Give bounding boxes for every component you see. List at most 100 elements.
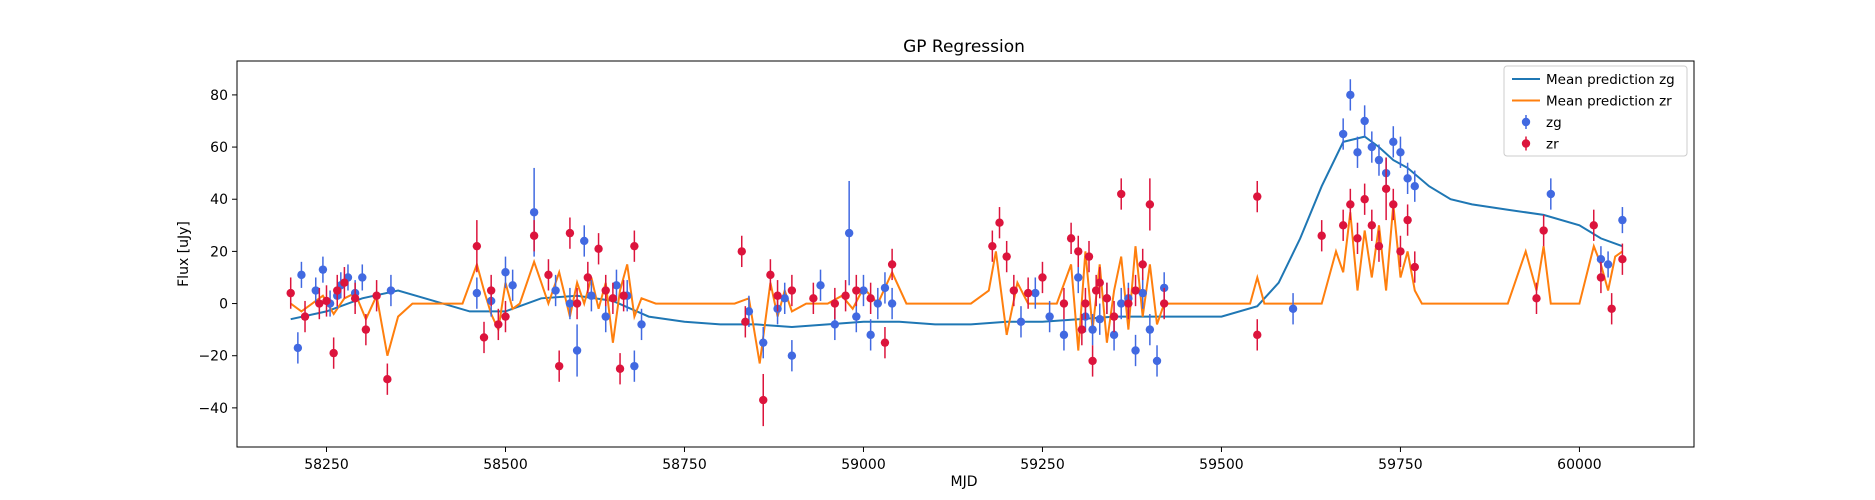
data-point: [1381, 184, 1391, 193]
data-point: [615, 364, 625, 373]
data-point: [1084, 252, 1094, 261]
data-point: [1131, 286, 1140, 295]
data-point: [340, 278, 349, 287]
data-point: [1546, 189, 1556, 199]
data-point: [300, 312, 310, 321]
data-point: [583, 273, 593, 282]
data-point: [1059, 299, 1069, 308]
data-point: [1360, 116, 1369, 126]
data-point: [1596, 255, 1606, 264]
data-point: [350, 294, 360, 303]
data-point: [1117, 299, 1126, 308]
legend-swatch-point: [1521, 139, 1531, 148]
series-layer: [286, 79, 1627, 427]
data-point: [866, 294, 875, 303]
data-point: [1009, 286, 1019, 295]
data-point: [1374, 155, 1384, 165]
data-point: [486, 286, 496, 295]
data-point: [1346, 200, 1355, 209]
legend-label: zr: [1546, 137, 1559, 153]
data-point: [844, 228, 854, 238]
y-tick-label: 20: [210, 244, 228, 260]
x-tick-label: 59500: [1199, 457, 1244, 473]
x-tick-label: 59750: [1378, 457, 1423, 473]
legend-label: Mean prediction zg: [1546, 72, 1675, 88]
data-point: [1031, 288, 1040, 298]
data-point: [1338, 129, 1348, 139]
data-point: [580, 236, 589, 246]
x-tick-label: 58500: [483, 457, 528, 473]
data-point: [1532, 294, 1541, 303]
data-point: [572, 346, 582, 355]
data-point: [1396, 148, 1405, 157]
data-point: [565, 299, 575, 308]
data-point: [1045, 312, 1054, 321]
data-point: [472, 288, 482, 298]
data-point: [358, 273, 367, 282]
y-tick-label: 0: [219, 297, 228, 313]
data-point: [1353, 148, 1362, 157]
data-point: [1410, 262, 1419, 272]
x-axis-label: MJD: [951, 474, 978, 490]
data-point: [830, 299, 840, 308]
data-point: [1059, 330, 1069, 340]
y-axis: −40 −20 0 20 40 60 80: [198, 88, 237, 417]
data-point: [1074, 273, 1083, 282]
plot-area: [286, 79, 1627, 427]
x-tick-label: 59250: [1020, 457, 1065, 473]
data-point: [479, 333, 489, 342]
data-point: [816, 281, 825, 290]
data-point: [809, 294, 818, 303]
data-point: [744, 307, 754, 316]
data-point: [1145, 200, 1155, 209]
data-point: [773, 291, 782, 300]
x-tick-label: 59000: [841, 457, 886, 473]
data-point: [759, 395, 768, 405]
data-point: [1152, 356, 1162, 366]
data-point: [587, 291, 596, 300]
series-line-1: [290, 204, 1623, 364]
data-point: [1095, 315, 1104, 324]
data-point: [1367, 221, 1377, 230]
series-points-zr: [286, 157, 1627, 427]
data-point: [1403, 215, 1412, 225]
data-point: [1002, 252, 1011, 261]
data-point: [572, 299, 582, 308]
data-point: [1539, 226, 1548, 235]
data-point: [1346, 90, 1355, 100]
data-point: [1618, 215, 1627, 225]
data-point: [873, 299, 882, 308]
data-point: [544, 270, 553, 280]
data-point: [1338, 221, 1348, 230]
data-point: [1288, 304, 1298, 313]
data-point: [1589, 221, 1598, 230]
y-tick-label: 40: [210, 192, 228, 208]
data-point: [601, 286, 610, 295]
data-point: [1374, 241, 1384, 251]
data-point: [741, 317, 750, 327]
legend-label: zg: [1546, 115, 1562, 131]
y-tick-label: −40: [198, 401, 228, 417]
data-point: [333, 286, 342, 295]
data-point: [1117, 189, 1126, 199]
data-point: [286, 288, 295, 298]
data-point: [1253, 330, 1262, 340]
data-point: [529, 231, 539, 240]
data-point: [1109, 330, 1119, 340]
data-point: [880, 338, 890, 347]
data-point: [1403, 174, 1412, 183]
data-point: [1124, 299, 1133, 308]
data-point: [1596, 273, 1606, 282]
data-point: [501, 268, 510, 277]
data-point: [1066, 234, 1076, 243]
x-axis: 58250 58500 58750 59000 59250 59500 59750 60000: [304, 447, 1602, 473]
data-point: [601, 312, 610, 321]
legend: Mean prediction zg Mean prediction zr zg zr: [1503, 65, 1688, 157]
data-point: [619, 291, 628, 300]
data-point: [880, 283, 890, 293]
y-axis-label: Flux [uJy]: [176, 221, 192, 287]
data-point: [1016, 317, 1026, 327]
data-point: [1138, 260, 1147, 269]
data-point: [1360, 195, 1369, 204]
